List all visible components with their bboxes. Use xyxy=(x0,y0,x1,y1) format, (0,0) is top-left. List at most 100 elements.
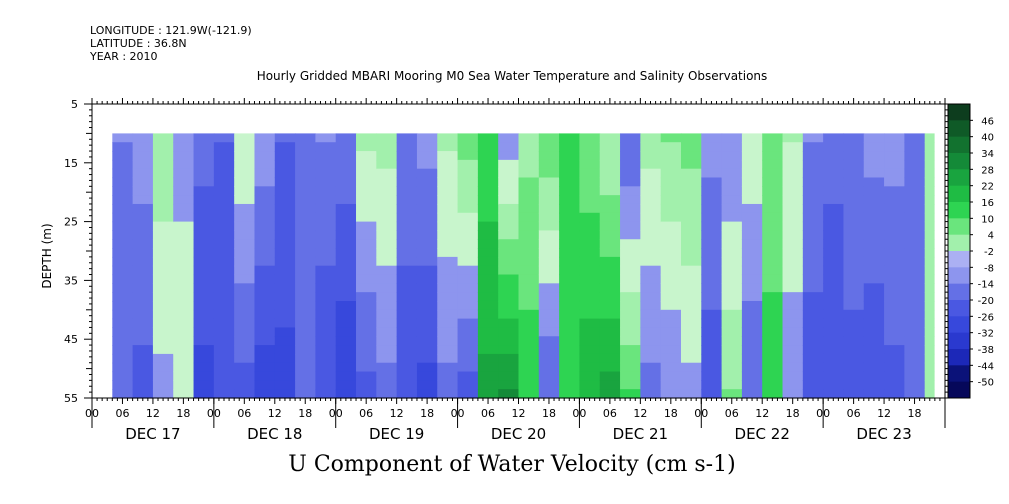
heatmap-cell xyxy=(477,168,499,179)
heatmap-cell xyxy=(823,203,845,214)
heatmap-cell xyxy=(741,221,763,232)
x-hour-label: 18 xyxy=(542,407,556,420)
heatmap-cell xyxy=(741,362,763,373)
heatmap-cell xyxy=(335,274,357,284)
heatmap-cell xyxy=(213,274,235,284)
heatmap-cell xyxy=(843,142,865,152)
heatmap-cell xyxy=(559,327,581,337)
heatmap-cell xyxy=(762,292,784,302)
heatmap-cell xyxy=(477,353,499,364)
heatmap-cell xyxy=(884,151,905,161)
heatmap-cell xyxy=(701,239,723,249)
colorbar-bin xyxy=(948,153,970,170)
heatmap-cell xyxy=(680,203,702,214)
heatmap-cell xyxy=(762,159,784,170)
heatmap-cell xyxy=(701,371,723,381)
colorbar-bin xyxy=(948,202,970,219)
heatmap-cell xyxy=(213,283,235,293)
heatmap-cell xyxy=(193,318,215,329)
x-day-label: DEC 23 xyxy=(856,425,911,443)
heatmap-cell xyxy=(416,371,438,381)
heatmap-cell xyxy=(376,186,398,196)
x-day-label: DEC 20 xyxy=(491,425,546,443)
heatmap-cell xyxy=(416,168,438,179)
heatmap-cell xyxy=(356,151,377,161)
heatmap-cell xyxy=(904,283,926,293)
heatmap-cell xyxy=(213,177,235,187)
heatmap-cell xyxy=(863,362,885,373)
heatmap-cell xyxy=(437,177,459,187)
heatmap-cell xyxy=(234,212,256,223)
heatmap-cell xyxy=(213,168,235,179)
heatmap-cell xyxy=(640,230,662,240)
heatmap-cell xyxy=(721,389,743,399)
heatmap-cell xyxy=(132,248,154,258)
heatmap-cell xyxy=(234,248,256,258)
heatmap-cell xyxy=(701,362,723,373)
heatmap-cell xyxy=(782,239,804,249)
heatmap-cell xyxy=(782,256,804,267)
heatmap-cell xyxy=(924,159,935,170)
heatmap-cell xyxy=(863,353,885,364)
heatmap-cell xyxy=(477,195,499,205)
heatmap-cell xyxy=(416,345,438,355)
heatmap-cell xyxy=(112,292,134,302)
heatmap-cell xyxy=(721,203,743,214)
colorbar-label: 34 xyxy=(981,149,994,160)
heatmap-cell xyxy=(863,292,885,302)
heatmap-cell xyxy=(599,309,621,320)
heatmap-cell xyxy=(599,239,621,249)
heatmap-cell xyxy=(680,265,702,276)
heatmap-cell xyxy=(152,345,174,355)
heatmap-cell xyxy=(579,212,601,223)
heatmap-cell xyxy=(782,389,804,399)
heatmap-cell xyxy=(396,345,418,355)
heatmap-cell xyxy=(254,212,276,223)
x-hour-label: 12 xyxy=(512,407,526,420)
heatmap-cell xyxy=(620,389,641,399)
heatmap-cell xyxy=(701,292,723,302)
heatmap-cell xyxy=(924,230,935,240)
heatmap-cell xyxy=(599,380,621,390)
heatmap-cell xyxy=(234,195,256,205)
heatmap-cell xyxy=(254,133,276,143)
heatmap-cell xyxy=(863,309,885,320)
heatmap-cell xyxy=(396,151,418,161)
heatmap-cell xyxy=(924,168,935,179)
heatmap-cell xyxy=(376,221,398,232)
heatmap-cell xyxy=(579,248,601,258)
heatmap-cell xyxy=(193,309,215,320)
heatmap-cell xyxy=(782,177,804,187)
heatmap-cell xyxy=(721,142,743,152)
heatmap-cell xyxy=(132,256,154,267)
heatmap-cell xyxy=(884,195,905,205)
heatmap-cell xyxy=(701,133,723,143)
heatmap-cell xyxy=(701,195,723,205)
heatmap-cell xyxy=(132,159,154,170)
heatmap-cell xyxy=(254,265,276,276)
heatmap-cell xyxy=(152,239,174,249)
heatmap-cell xyxy=(741,168,763,179)
heatmap-cell xyxy=(335,292,357,302)
heatmap-cell xyxy=(762,168,784,179)
heatmap-cell xyxy=(538,212,560,223)
heatmap-cell xyxy=(660,186,682,196)
heatmap-cell xyxy=(457,300,479,311)
x-hour-label: 18 xyxy=(420,407,434,420)
heatmap-cell xyxy=(518,318,540,329)
heatmap-cell xyxy=(437,345,459,355)
heatmap-cell xyxy=(254,256,276,267)
heatmap-cell xyxy=(863,345,885,355)
heatmap-cell xyxy=(132,371,154,381)
heatmap-cell xyxy=(884,230,905,240)
heatmap-cell xyxy=(254,239,276,249)
heatmap-cell xyxy=(193,336,215,346)
heatmap-cell xyxy=(274,371,296,381)
heatmap-cell xyxy=(599,186,621,196)
heatmap-cell xyxy=(274,203,296,214)
heatmap-cell xyxy=(538,353,560,364)
heatmap-cell xyxy=(152,212,174,223)
heatmap-cell xyxy=(802,309,824,320)
heatmap-cell xyxy=(640,353,662,364)
heatmap-cell xyxy=(843,274,865,284)
